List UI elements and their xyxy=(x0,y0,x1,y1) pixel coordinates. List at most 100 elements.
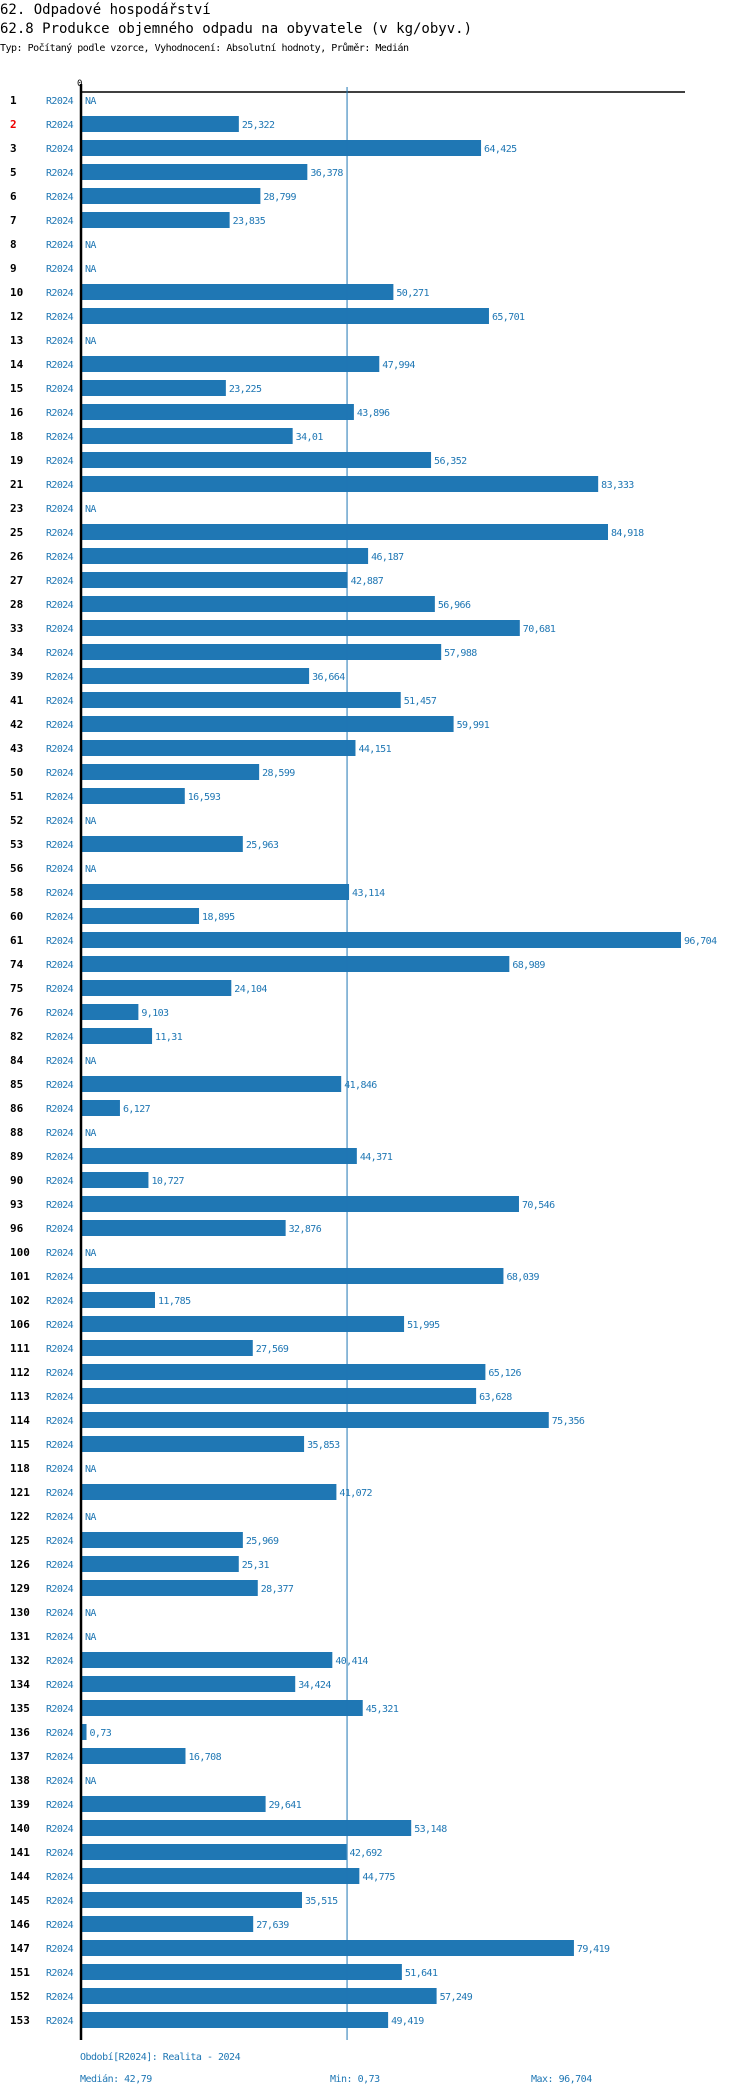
period-label: R2024 xyxy=(46,648,74,659)
period-label: R2024 xyxy=(46,1704,74,1715)
value-label: 83,333 xyxy=(601,480,634,491)
bar xyxy=(82,572,348,588)
value-label: 36,664 xyxy=(312,672,345,683)
period-label: R2024 xyxy=(46,2016,74,2027)
value-label: 70,681 xyxy=(523,624,556,635)
period-label: R2024 xyxy=(46,504,74,515)
value-label: 32,876 xyxy=(289,1224,322,1235)
bar-row: 132 R2024 40,414 xyxy=(10,1652,369,1668)
value-label: 41,072 xyxy=(339,1488,372,1499)
period-label: R2024 xyxy=(46,432,74,443)
period-label: R2024 xyxy=(46,1536,74,1547)
category-label: 51 xyxy=(10,790,24,803)
category-label: 26 xyxy=(10,550,24,563)
bar-row: 27 R2024 42,887 xyxy=(10,572,384,588)
category-label: 5 xyxy=(10,166,17,179)
bar-row: 93 R2024 70,546 xyxy=(10,1196,556,1212)
period-label: R2024 xyxy=(46,1440,74,1451)
value-label: 57,988 xyxy=(444,648,477,659)
bar-row: 147 R2024 79,419 xyxy=(10,1940,611,1956)
period-label: R2024 xyxy=(46,1248,74,1259)
category-label: 125 xyxy=(10,1534,30,1547)
min-stat: Min: 0,73 xyxy=(330,2074,380,2085)
bar-row: 85 R2024 41,846 xyxy=(10,1076,378,1092)
bar-row: 139 R2024 29,641 xyxy=(10,1796,302,1812)
chart-title: 62.8 Produkce objemného odpadu na obyvat… xyxy=(0,21,473,37)
category-label: 136 xyxy=(10,1726,30,1739)
value-label: 51,995 xyxy=(407,1320,440,1331)
period-label: R2024 xyxy=(46,168,74,179)
bar xyxy=(82,1340,253,1356)
category-label: 89 xyxy=(10,1150,23,1163)
section-title: 62. Odpadové hospodářství xyxy=(0,2,211,18)
period-label: R2024 xyxy=(46,1008,74,1019)
bar-row: 90 R2024 10,727 xyxy=(10,1172,185,1188)
category-label: 102 xyxy=(10,1294,30,1307)
bar-row: 137 R2024 16,708 xyxy=(10,1748,222,1764)
bar xyxy=(82,524,608,540)
category-label: 113 xyxy=(10,1390,30,1403)
category-label: 145 xyxy=(10,1894,30,1907)
category-label: 12 xyxy=(10,310,23,323)
na-label: NA xyxy=(85,1056,96,1067)
period-label: R2024 xyxy=(46,264,74,275)
category-label: 56 xyxy=(10,862,24,875)
bar-row: 74 R2024 68,989 xyxy=(10,956,546,972)
bar xyxy=(82,932,681,948)
category-label: 7 xyxy=(10,214,17,227)
value-label: 51,457 xyxy=(404,696,437,707)
category-label: 134 xyxy=(10,1678,30,1691)
category-label: 14 xyxy=(10,358,24,371)
period-label: R2024 xyxy=(46,1800,74,1811)
bar-row: 111 R2024 27,569 xyxy=(10,1340,289,1356)
bar-row: 26 R2024 46,187 xyxy=(10,548,405,564)
bar xyxy=(82,908,200,924)
category-label: 3 xyxy=(10,142,17,155)
bar-row: 18 R2024 34,01 xyxy=(10,428,324,444)
period-label: R2024 xyxy=(46,720,74,731)
value-label: 44,151 xyxy=(358,744,391,755)
bar xyxy=(82,356,380,372)
category-label: 39 xyxy=(10,670,23,683)
na-label: NA xyxy=(85,336,96,347)
category-label: 53 xyxy=(10,838,23,851)
na-label: NA xyxy=(85,1464,96,1475)
category-label: 75 xyxy=(10,982,23,995)
bar-row: 126 R2024 25,31 xyxy=(10,1556,270,1572)
value-label: 24,104 xyxy=(234,984,267,995)
period-label: R2024 xyxy=(46,288,74,299)
value-label: 63,628 xyxy=(479,1392,512,1403)
na-label: NA xyxy=(85,264,96,275)
bar xyxy=(82,116,239,132)
bar xyxy=(82,548,369,564)
value-label: 25,31 xyxy=(242,1560,270,1571)
bar-row: 50 R2024 28,599 xyxy=(10,764,296,780)
period-label: R2024 xyxy=(46,1776,74,1787)
period-label: R2024 xyxy=(46,1032,74,1043)
value-label: 43,896 xyxy=(357,408,390,419)
category-label: 139 xyxy=(10,1798,30,1811)
period-label: R2024 xyxy=(46,1416,74,1427)
bar-row: 112 R2024 65,126 xyxy=(10,1364,522,1380)
category-label: 23 xyxy=(10,502,23,515)
category-label: 138 xyxy=(10,1774,30,1787)
category-label: 27 xyxy=(10,574,23,587)
median-stat: Medián: 42,79 xyxy=(80,2074,152,2085)
period-label: R2024 xyxy=(46,696,74,707)
bar-row: 21 R2024 83,333 xyxy=(10,476,635,492)
value-label: 27,639 xyxy=(256,1920,289,1931)
period-label: R2024 xyxy=(46,552,74,563)
bar xyxy=(82,476,599,492)
category-label: 19 xyxy=(10,454,23,467)
period-label: R2024 xyxy=(46,1296,74,1307)
category-label: 121 xyxy=(10,1486,30,1499)
bar xyxy=(82,764,260,780)
value-label: 9,103 xyxy=(141,1008,169,1019)
value-label: 43,114 xyxy=(352,888,385,899)
period-label: R2024 xyxy=(46,360,74,371)
bar-row: 125 R2024 25,969 xyxy=(10,1532,280,1548)
period-label: R2024 xyxy=(46,1176,74,1187)
period-label: R2024 xyxy=(46,912,74,923)
bar xyxy=(82,1412,549,1428)
period-label: R2024 xyxy=(46,984,74,995)
